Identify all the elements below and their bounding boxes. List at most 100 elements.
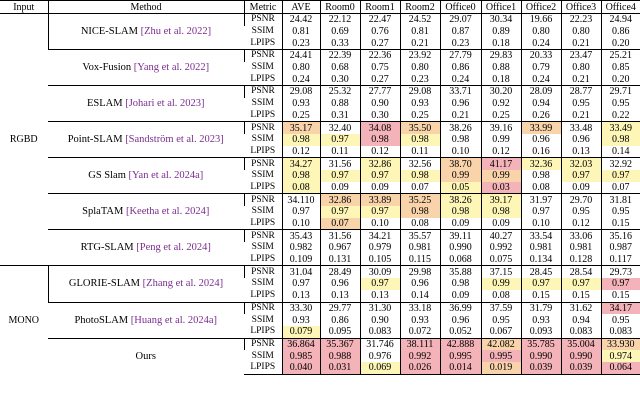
metric-cell: LPIPS [250,145,276,156]
value-cell: 0.15 [600,289,640,302]
value-cell: 0.95 [560,206,601,218]
table-row: LPIPS 0.10 0.07 0.10 0.08 0.09 0.09 0.10 0.12 0.1… [0,217,640,230]
method-cell: GS Slam [Yan et al. 2024a] [48,157,244,194]
table-row: SSIM 0.98 0.97 0.97 0.98 0.99 0.99 0.98 0.97 0.97 [0,169,640,182]
value-cell: 0.992 [480,242,521,254]
value-cell: 0.97 [281,278,320,290]
value-cell: 0.069 [359,361,400,375]
method-citation-link[interactable]: [Zhang et al. 2024] [142,278,224,290]
value-cell: 0.09 [439,217,481,230]
value-cell: 0.33 [319,37,360,50]
metric-cell: PSNR [243,337,282,351]
value-cell: 31.62 [560,301,601,315]
value-cell: 0.97 [319,206,360,218]
method-name: Point-SLAM [67,134,123,146]
value-cell: 0.109 [281,253,320,266]
value-cell: 42.888 [439,337,481,351]
value-cell: 32.92 [600,157,640,170]
value-cell: 40.27 [480,229,521,243]
value-cell: 0.24 [520,73,561,86]
value-cell: 0.87 [439,25,481,38]
value-cell: 0.10 [281,217,320,230]
value-cell: 0.94 [560,314,601,326]
value-cell: 0.979 [359,242,400,254]
value-cell: 29.77 [319,301,360,315]
value-cell: 0.93 [520,314,561,326]
value-cell: 0.98 [359,133,400,146]
value-cell: 0.80 [560,25,601,38]
value-cell: 0.990 [560,350,601,362]
method-citation-link[interactable]: [Zhu et al. 2022] [140,26,212,38]
method-citation-link[interactable]: [Peng et al. 2024] [136,242,211,254]
value-cell: 0.068 [439,253,481,266]
value-cell: 24.41 [281,49,320,62]
method-name: Ours [135,350,156,362]
table-row: SSIM 0.80 0.68 0.75 0.80 0.86 0.88 0.79 0.80 0.85 [0,61,640,74]
value-cell: 0.96 [399,278,440,290]
value-cell: 0.981 [399,242,440,254]
value-cell: 0.97 [281,206,320,218]
value-cell: 0.99 [480,133,521,146]
value-cell: 0.075 [480,253,521,266]
value-cell: 0.974 [600,350,640,362]
value-cell: 39.11 [439,229,481,243]
header-method: Method [47,0,244,14]
value-cell: 0.083 [560,325,601,339]
value-cell: 0.13 [359,289,400,302]
value-cell: 0.97 [520,278,561,290]
value-cell: 32.03 [560,157,601,170]
value-cell: 0.93 [399,314,440,326]
value-cell: 0.96 [319,278,360,290]
table-row: LPIPS 0.109 0.131 0.105 0.115 0.068 0.075 0.134… [0,253,640,266]
value-cell: 0.80 [520,25,561,38]
value-cell: 0.30 [359,109,400,122]
value-cell: 33.89 [359,193,400,206]
value-cell: 0.10 [359,217,400,230]
value-cell: 0.98 [399,133,440,146]
value-cell: 29.70 [560,193,601,206]
method-citation-link[interactable]: [Huang et al. 2024a] [130,314,218,326]
value-cell: 28.77 [560,85,601,98]
value-cell: 31.81 [600,193,640,206]
table-row: SSIM 0.93 0.88 0.90 0.93 0.96 0.92 0.94 0.95 0.95 [0,97,640,110]
value-cell: 0.992 [399,350,440,362]
method-citation-link[interactable]: [Yan et al. 2024a] [128,170,204,182]
value-cell: 0.94 [520,97,561,110]
value-cell: 0.86 [319,314,360,326]
table-row: Point-SLAM [Sandström et al. 2023] PSNR 35… [0,121,640,158]
value-cell: 0.14 [399,289,440,302]
value-cell: 0.072 [399,325,440,339]
method-citation-link[interactable]: [Keetha et al. 2024] [125,206,210,218]
method-citation-link[interactable]: [Yang et al. 2022] [133,62,210,74]
value-cell: 29.73 [600,265,640,279]
value-cell: 32.56 [399,157,440,170]
method-citation-link[interactable]: [Sandström et al. 2023] [125,134,224,146]
metric-cell: SSIM [251,62,274,73]
value-cell: 0.68 [319,61,360,74]
metric-cell: LPIPS [250,181,276,192]
value-cell: 0.988 [319,350,360,362]
value-cell: 0.80 [399,61,440,74]
value-cell: 0.93 [281,314,320,326]
value-cell: 27.79 [439,49,481,62]
value-cell: 33.930 [600,337,640,351]
value-cell: 0.80 [281,61,320,74]
metric-cell: LPIPS [250,109,276,120]
value-cell: 33.18 [399,301,440,315]
value-cell: 0.26 [520,109,561,122]
value-cell: 0.96 [520,133,561,146]
value-cell: 0.12 [281,145,320,158]
table-row: LPIPS 0.13 0.13 0.13 0.14 0.09 0.08 0.15 0.15 0.1… [0,289,640,302]
value-cell: 0.95 [480,314,521,326]
metric-cell: PSNR [243,157,282,170]
value-cell: 0.97 [520,206,561,218]
table-row: LPIPS 0.24 0.30 0.27 0.23 0.24 0.18 0.24 0.21 0.2… [0,73,640,86]
method-citation-link[interactable]: [Johari et al. 2023] [125,98,205,110]
value-cell: 0.05 [439,181,481,194]
value-cell: 0.98 [399,169,440,182]
value-cell: 0.095 [319,325,360,339]
metric-cell: SSIM [251,206,274,217]
value-cell: 0.23 [439,37,481,50]
table-row: LPIPS 0.12 0.11 0.12 0.11 0.10 0.12 0.16 0.13 0.1… [0,145,640,158]
value-cell: 35.17 [281,121,320,134]
